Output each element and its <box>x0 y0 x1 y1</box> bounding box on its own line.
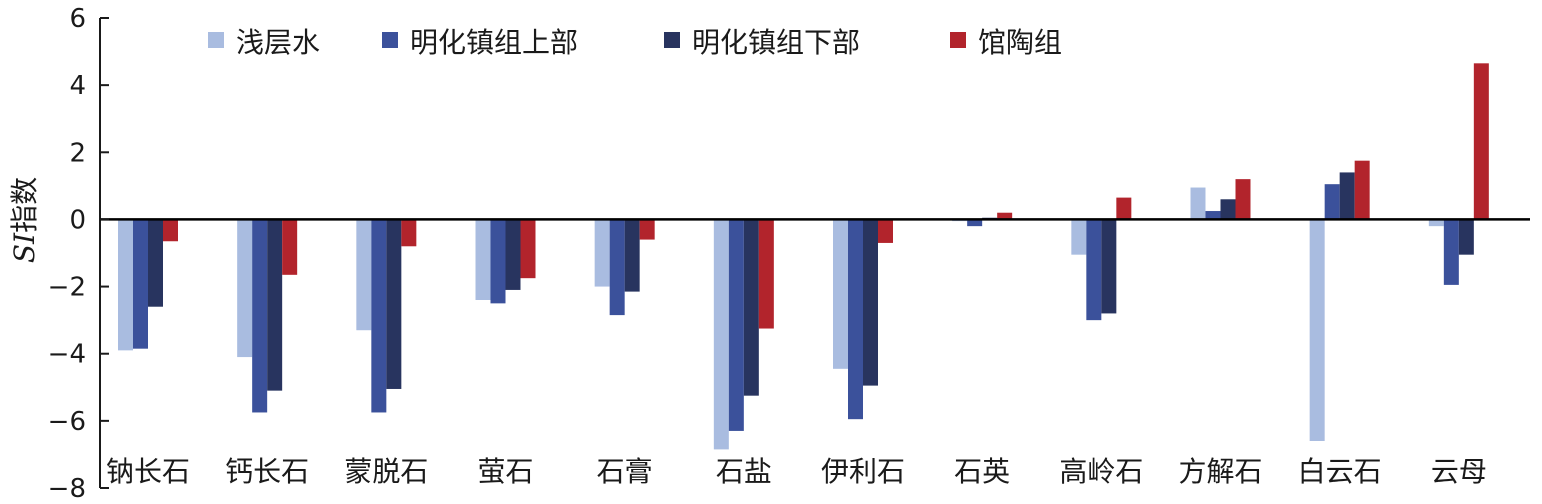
bar-0-8 <box>1071 219 1087 255</box>
legend-label-1: 明化镇组上部 <box>410 26 578 59</box>
bar-2-4 <box>624 219 640 292</box>
bar-0-0 <box>118 219 133 351</box>
bar-0-11 <box>1428 219 1444 227</box>
category-label-2: 蒙脱石 <box>344 455 428 488</box>
bar-0-4 <box>594 219 610 287</box>
bar-0-3 <box>475 219 491 300</box>
legend-swatch-3 <box>950 32 966 48</box>
labels-layer: 6 4 2 0 −2 −4 −6 −8 钠长石 钙长石 蒙脱石 萤石 石膏 石盐 伊利石 石英 高岭石 方解石 白云… <box>48 4 1487 504</box>
legend: 浅层水 明化镇组上部 明化镇组下部 馆陶组 <box>208 26 1062 59</box>
y-tick-label-1: 4 <box>69 71 86 101</box>
bar-1-1 <box>252 219 268 413</box>
bar-3-5 <box>758 219 774 329</box>
bar-0-1 <box>237 219 253 358</box>
category-label-5: 石盐 <box>716 455 772 488</box>
bar-3-1 <box>282 219 298 275</box>
y-tick-label-6: −6 <box>48 407 86 437</box>
bar-1-11 <box>1443 219 1459 285</box>
category-label-6: 伊利石 <box>821 455 905 488</box>
bars-layer <box>118 63 1489 450</box>
y-tick-label-0: 6 <box>69 4 86 34</box>
y-axis-label-italic: SI <box>8 232 41 263</box>
bar-2-9 <box>1220 199 1236 220</box>
bar-1-4 <box>609 219 625 316</box>
category-label-1: 钙长石 <box>225 455 309 488</box>
y-tick-label-3: 0 <box>69 205 86 235</box>
bar-3-3 <box>520 219 536 279</box>
bar-3-10 <box>1354 160 1370 220</box>
bar-1-0 <box>133 219 148 349</box>
category-label-4: 石膏 <box>597 455 653 488</box>
bar-1-7 <box>967 219 983 227</box>
bar-2-1 <box>267 219 283 391</box>
legend-swatch-2 <box>664 32 680 48</box>
bar-1-3 <box>490 219 506 304</box>
bar-3-4 <box>639 219 655 240</box>
bar-3-7 <box>997 212 1013 220</box>
y-tick-label-5: −4 <box>48 340 86 370</box>
bar-3-9 <box>1235 179 1251 220</box>
bar-3-0 <box>163 219 178 242</box>
bar-1-2 <box>371 219 387 413</box>
bar-3-2 <box>401 219 417 247</box>
axes-layer <box>99 17 1530 489</box>
y-tick-label-4: −2 <box>48 273 86 303</box>
y-tick-label-7: −8 <box>48 474 86 504</box>
bar-2-10 <box>1339 172 1355 220</box>
bar-1-10 <box>1324 184 1340 220</box>
category-label-10: 白云石 <box>1298 455 1382 488</box>
bar-1-9 <box>1205 211 1221 220</box>
bar-1-8 <box>1086 219 1102 321</box>
category-label-3: 萤石 <box>477 455 533 488</box>
bar-2-3 <box>505 219 521 290</box>
legend-swatch-0 <box>208 32 224 48</box>
category-label-0: 钠长石 <box>106 455 190 488</box>
bar-0-5 <box>713 219 729 450</box>
category-label-9: 方解石 <box>1178 455 1262 488</box>
y-axis-label-rest: 指数 <box>8 177 41 233</box>
bar-1-5 <box>728 219 744 431</box>
bar-2-11 <box>1458 219 1474 255</box>
bar-3-11 <box>1473 63 1489 220</box>
y-axis-label: SI指数 <box>8 177 41 263</box>
legend-label-3: 馆陶组 <box>978 26 1062 59</box>
bar-2-2 <box>386 219 402 389</box>
category-label-11: 云母 <box>1431 455 1487 488</box>
bar-1-6 <box>848 219 863 420</box>
legend-label-2: 明化镇组下部 <box>692 26 860 59</box>
legend-swatch-1 <box>382 32 398 48</box>
bar-0-2 <box>356 219 372 331</box>
legend-label-0: 浅层水 <box>236 26 320 59</box>
category-label-7: 石英 <box>954 455 1010 488</box>
bar-2-8 <box>1101 219 1117 314</box>
bar-3-6 <box>878 219 893 243</box>
bar-0-9 <box>1190 187 1206 220</box>
category-label-8: 高岭石 <box>1059 455 1143 488</box>
bar-2-6 <box>863 219 878 386</box>
bar-2-0 <box>148 219 163 307</box>
bar-2-5 <box>743 219 759 396</box>
bar-3-8 <box>1116 197 1132 220</box>
y-tick-label-2: 2 <box>69 138 86 168</box>
bar-0-10 <box>1309 219 1325 441</box>
bar-0-6 <box>833 219 848 369</box>
